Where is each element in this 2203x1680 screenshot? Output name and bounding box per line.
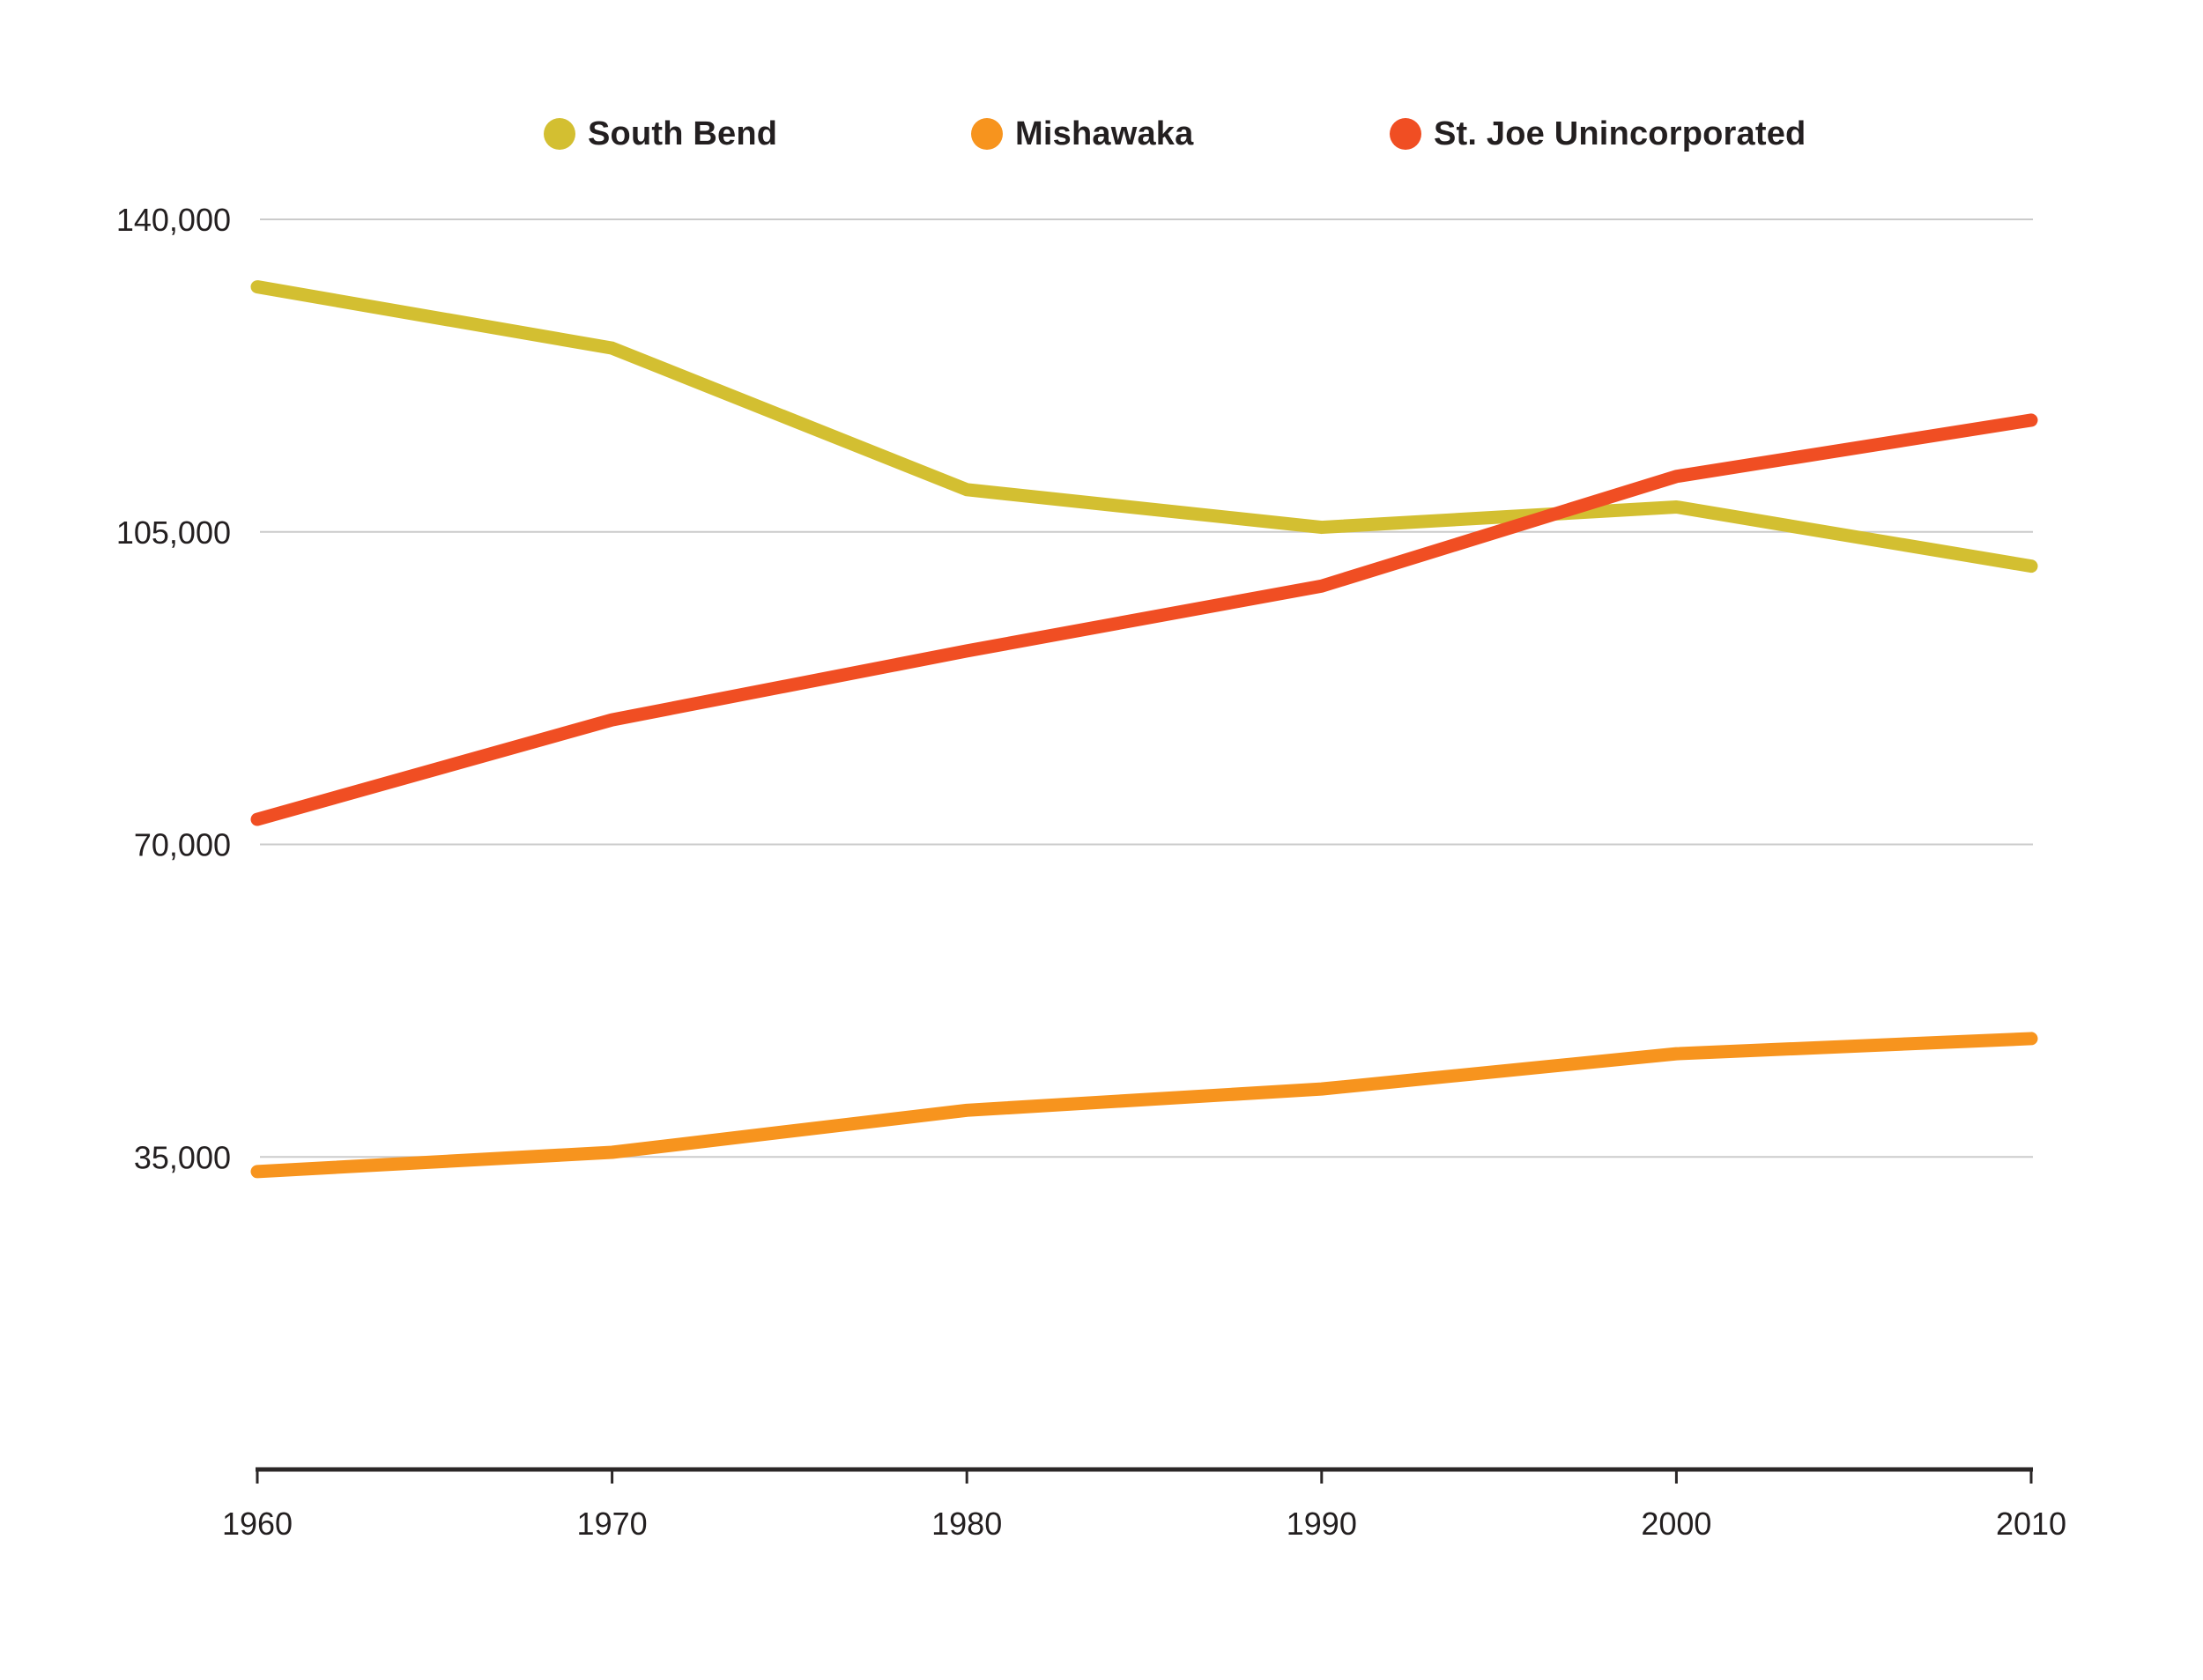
series-line-south-bend	[250, 280, 2038, 574]
x-axis-layer	[256, 1467, 2033, 1484]
series-line-st-joe-unincorporated	[250, 413, 2038, 826]
x-tick-label-1960: 1960	[222, 1506, 293, 1542]
south-bend-legend-label: South Bend	[588, 115, 778, 152]
legend: South Bend Mishawaka St. Joe Unincorpora…	[0, 113, 2203, 155]
legend-item-st-joe: St. Joe Unincorporated	[1390, 113, 1806, 155]
tick-label-layer: 140,000 105,000 70,000 35,000 1960 1970 1980 19…	[116, 202, 2066, 1542]
legend-item-south-bend: South Bend	[544, 113, 777, 155]
legend-item-mishawaka: Mishawaka	[971, 113, 1193, 155]
mishawaka-legend-dot	[971, 118, 1003, 150]
y-tick-label-140000: 140,000	[116, 202, 231, 238]
x-tick-label-2000: 2000	[1641, 1506, 1711, 1542]
st-joe-legend-label: St. Joe Unincorporated	[1434, 115, 1806, 152]
x-tick-label-1970: 1970	[577, 1506, 648, 1542]
mishawaka-legend-label: Mishawaka	[1015, 115, 1194, 152]
x-tick-label-1990: 1990	[1287, 1506, 1357, 1542]
series-layer	[250, 280, 2038, 1179]
gridline-layer	[260, 218, 2033, 1158]
y-tick-label-70000: 70,000	[134, 827, 231, 863]
x-tick-label-2010: 2010	[1996, 1506, 2066, 1542]
y-tick-label-105000: 105,000	[116, 514, 231, 551]
series-line-mishawaka	[250, 1032, 2038, 1179]
st-joe-legend-dot	[1390, 118, 1421, 150]
south-bend-legend-dot	[544, 118, 575, 150]
y-tick-label-35000: 35,000	[134, 1139, 231, 1175]
x-tick-label-1980: 1980	[931, 1506, 1002, 1542]
